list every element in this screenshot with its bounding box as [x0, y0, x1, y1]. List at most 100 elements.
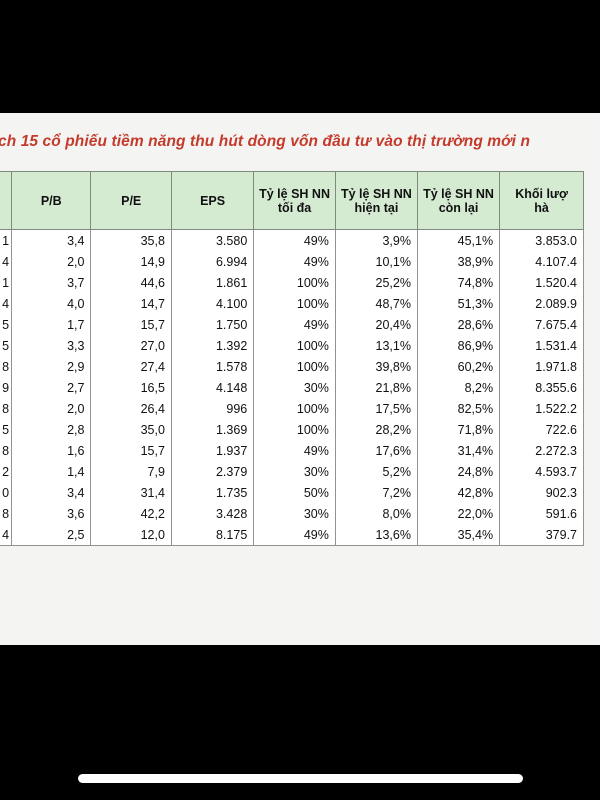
table-cell: 4.148: [170, 377, 255, 398]
header-row: P/B P/E EPS Tỷ lệ SH NN tối đa Tỷ lệ SH NN hiệ…: [0, 171, 584, 230]
table-cell: 100%: [253, 419, 336, 440]
table-cell: 1,4: [11, 461, 92, 482]
table-cell: 15,7: [90, 440, 172, 461]
table-cell: 379.7: [499, 524, 584, 546]
table-cell: 1.578: [170, 356, 255, 377]
table-cell: 1.971.8: [499, 356, 584, 377]
table-cell: 31,4: [90, 482, 172, 503]
table-cell: 49%: [253, 440, 336, 461]
table-cell: 4,0: [11, 293, 92, 314]
table-cell: 24,8%: [416, 461, 501, 482]
table-cell: 100%: [253, 293, 336, 314]
table-cell: 4.593.7: [499, 461, 584, 482]
table-cell: 100%: [253, 356, 336, 377]
table-cell: 74,8%: [416, 272, 501, 293]
column-header-text: Tỷ lệ SH NN: [340, 186, 412, 201]
table-cell: 28,6%: [416, 314, 501, 335]
table-cell: 49%: [253, 314, 336, 335]
table-row: 4 4,0 14,7 4.100 100% 48,7% 51,3% 2.089.9: [0, 293, 584, 314]
table-cell: 30%: [253, 461, 336, 482]
table-cell: 1.531.4: [499, 335, 584, 356]
table-cell: 26,4: [90, 398, 172, 419]
table-cell: 100%: [253, 335, 336, 356]
table-cell: 14,9: [90, 251, 172, 272]
table-row: 0 3,4 31,4 1.735 50% 7,2% 42,8% 902.3: [0, 482, 584, 503]
table-cell: 10,1%: [334, 251, 418, 272]
column-header: P/E: [90, 171, 172, 230]
table-cell: 45,1%: [416, 229, 501, 251]
table-cell: 14,7: [90, 293, 172, 314]
table-row: 8 1,6 15,7 1.937 49% 17,6% 31,4% 2.272.3: [0, 440, 584, 461]
table-cell: 4: [0, 293, 13, 314]
table-cell: 4.107.4: [499, 251, 584, 272]
table-cell: 1.522.2: [499, 398, 584, 419]
table-cell: 3,7: [11, 272, 92, 293]
table-cell: 60,2%: [416, 356, 501, 377]
table-cell: 3,4: [11, 229, 92, 251]
column-header-text: hà: [534, 200, 549, 215]
stock-table: P/B P/E EPS Tỷ lệ SH NN tối đa Tỷ lệ SH NN hiệ…: [0, 171, 584, 546]
table-cell: 35,4%: [416, 524, 501, 546]
table-cell: 17,5%: [334, 398, 418, 419]
table-cell: 3,9%: [334, 229, 418, 251]
table-cell: 591.6: [499, 503, 584, 524]
table-cell: 8,0%: [334, 503, 418, 524]
table-cell: 8: [0, 398, 13, 419]
table-row: 5 1,7 15,7 1.750 49% 20,4% 28,6% 7.675.4: [0, 314, 584, 335]
table-cell: 7,9: [90, 461, 172, 482]
table-cell: 51,3%: [416, 293, 501, 314]
table-cell: 1: [0, 229, 13, 251]
table-cell: 12,0: [90, 524, 172, 546]
table-cell: 49%: [253, 524, 336, 546]
table-row: 5 2,8 35,0 1.369 100% 28,2% 71,8% 722.6: [0, 419, 584, 440]
column-header-text: P/E: [121, 193, 142, 208]
table-cell: 1.861: [170, 272, 255, 293]
table-cell: 30%: [253, 377, 336, 398]
table-cell: 13,1%: [334, 335, 418, 356]
table-cell: 722.6: [499, 419, 584, 440]
table-cell: 5: [0, 314, 13, 335]
column-header: Tỷ lệ SH NN hiện tại: [334, 171, 418, 230]
table-cell: 82,5%: [416, 398, 501, 419]
column-header: [0, 171, 13, 230]
table-cell: 17,6%: [334, 440, 418, 461]
table-cell: 5,2%: [334, 461, 418, 482]
table-cell: 1.735: [170, 482, 255, 503]
table-row: 2 1,4 7,9 2.379 30% 5,2% 24,8% 4.593.7: [0, 461, 584, 482]
table-cell: 20,4%: [334, 314, 418, 335]
table-row: 4 2,0 14,9 6.994 49% 10,1% 38,9% 4.107.4: [0, 251, 584, 272]
table-cell: 4: [0, 524, 13, 546]
table-cell: 7.675.4: [499, 314, 584, 335]
column-header: Tỷ lệ SH NN tối đa: [253, 171, 336, 230]
table-cell: 3.580: [170, 229, 255, 251]
home-indicator[interactable]: [78, 774, 523, 783]
table-row: 8 3,6 42,2 3.428 30% 8,0% 22,0% 591.6: [0, 503, 584, 524]
table-cell: 2.379: [170, 461, 255, 482]
table-cell: 38,9%: [416, 251, 501, 272]
table-cell: 6.994: [170, 251, 255, 272]
table-cell: 21,8%: [334, 377, 418, 398]
table-row: 1 3,4 35,8 3.580 49% 3,9% 45,1% 3.853.0: [0, 229, 584, 251]
table-cell: 1,6: [11, 440, 92, 461]
table-cell: 5: [0, 419, 13, 440]
table-cell: 49%: [253, 229, 336, 251]
table-cell: 44,6: [90, 272, 172, 293]
table-cell: 8,2%: [416, 377, 501, 398]
column-header-text: P/B: [40, 193, 62, 208]
table-cell: 3,4: [11, 482, 92, 503]
table-cell: 5: [0, 335, 13, 356]
table-cell: 48,7%: [334, 293, 418, 314]
table-cell: 2.272.3: [499, 440, 584, 461]
table-cell: 1.520.4: [499, 272, 584, 293]
table-title: ch 15 cổ phiếu tiềm năng thu hút dòng vố…: [0, 133, 531, 150]
table-cell: 50%: [253, 482, 336, 503]
table-cell: 2: [0, 461, 13, 482]
table-cell: 4: [0, 251, 13, 272]
table-cell: 2,5: [11, 524, 92, 546]
table-cell: 86,9%: [416, 335, 501, 356]
table-body: 1 3,4 35,8 3.580 49% 3,9% 45,1% 3.853.0 4 2,0 14,9…: [0, 229, 584, 546]
table-cell: 1.392: [170, 335, 255, 356]
table-cell: 1.369: [170, 419, 255, 440]
column-header-text: còn lại: [438, 200, 479, 215]
table-cell: 42,2: [90, 503, 172, 524]
